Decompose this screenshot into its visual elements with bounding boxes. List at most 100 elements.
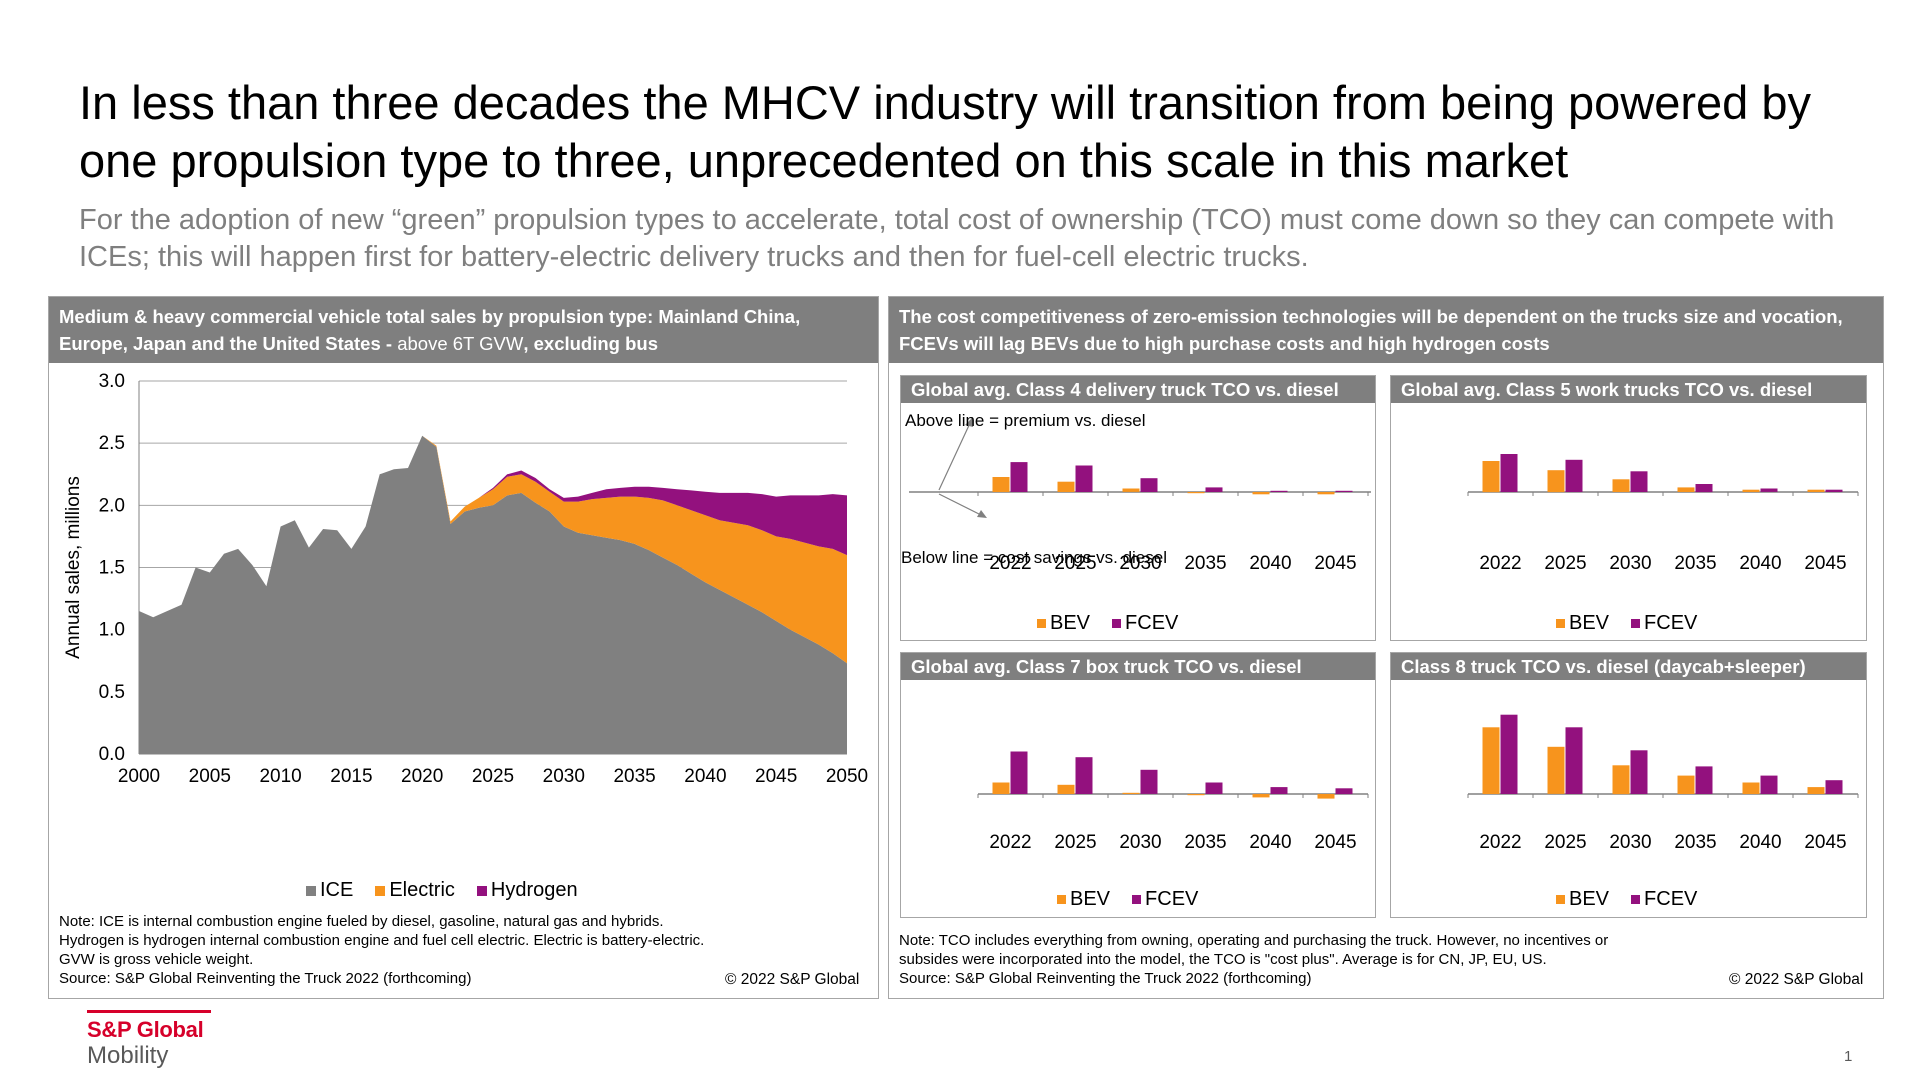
x-tick-label: 2040 (1739, 553, 1781, 574)
x-tick-label: 2015 (330, 766, 372, 787)
tco-chart-title: Global avg. Class 7 box truck TCO vs. di… (901, 653, 1375, 680)
arrow-down-head (977, 510, 987, 518)
left-note-line: Source: S&P Global Reinventing the Truck… (59, 970, 472, 987)
bar-bev (1742, 782, 1760, 794)
left-header-normal: above 6T GVW (397, 333, 524, 354)
tco-chart-svg: 2022 2025 2030 2035 2040 2045 (1467, 714, 1859, 853)
tco-legend: BEV FCEV (1057, 888, 1198, 911)
bar-fcev (1010, 462, 1028, 492)
x-tick-label: 2030 (1609, 553, 1651, 574)
bar-fcev (1825, 780, 1843, 794)
x-tick-label: 2045 (755, 766, 797, 787)
y-tick-label: 2.0 (99, 495, 125, 516)
page-number: 1 (1844, 1048, 1853, 1065)
bar-bev (1187, 794, 1205, 796)
x-tick-label: 2045 (1314, 832, 1356, 853)
legend-label-fcev: FCEV (1644, 612, 1698, 634)
bar-bev (1612, 765, 1630, 795)
bar-bev (1317, 492, 1335, 495)
y-tick-label: 3.0 (99, 371, 125, 392)
bar-bev (1187, 492, 1205, 494)
bar-fcev (1270, 490, 1288, 492)
tco-chart-class4: Global avg. Class 4 delivery truck TCO v… (900, 375, 1376, 641)
left-header-bold-1: Medium & heavy commercial vehicle total … (59, 306, 801, 354)
bar-bev (1482, 727, 1500, 794)
legend-label-bev: BEV (1569, 888, 1610, 910)
legend-fcev: FCEV (1631, 612, 1697, 635)
bar-fcev (1565, 459, 1583, 492)
x-tick-label: 2035 (613, 766, 655, 787)
area-series-electric (139, 435, 847, 664)
right-note-line: Note: TCO includes everything from ownin… (899, 932, 1609, 949)
bar-bev (1122, 792, 1140, 794)
tco-chart-svg: 2022 2025 2030 2035 2040 2045 (977, 751, 1369, 853)
left-panel-header: Medium & heavy commercial vehicle total … (49, 297, 878, 363)
x-tick-label: 2000 (118, 766, 160, 787)
right-chart-panel: The cost competitiveness of zero-emissio… (888, 296, 1884, 999)
legend-ice: ICE (306, 879, 353, 902)
legend-hydrogen: Hydrogen (476, 879, 578, 902)
right-note-line: Source: S&P Global Reinventing the Truck… (899, 970, 1312, 987)
bar-bev (1317, 794, 1335, 799)
legend-swatch-fcev (1631, 619, 1641, 628)
left-copyright: © 2022 S&P Global (725, 971, 860, 988)
x-tick-label: 2025 (472, 766, 514, 787)
bar-bev (992, 477, 1010, 492)
bar-bev (1677, 775, 1695, 794)
x-tick-label: 2040 (1739, 832, 1781, 853)
tco-chart-class7: Global avg. Class 7 box truck TCO vs. di… (900, 652, 1376, 918)
logo-bar (87, 1010, 211, 1013)
left-note-line: GVW is gross vehicle weight. (59, 951, 254, 968)
tco-chart-svg: 2022 2025 2030 2035 2040 2045 (1467, 454, 1859, 574)
x-tick-label: 2030 (543, 766, 585, 787)
x-tick-label: 2030 (1609, 832, 1651, 853)
bar-bev (1612, 479, 1630, 492)
tco-chart-class8: Class 8 truck TCO vs. diesel (daycab+sle… (1390, 652, 1867, 918)
left-note-line: Hydrogen is hydrogen internal combustion… (59, 932, 705, 949)
bar-fcev (1335, 490, 1353, 492)
bar-bev (1677, 487, 1695, 492)
bar-fcev (1010, 751, 1028, 794)
legend-label-electric: Electric (389, 879, 455, 901)
bar-fcev (1695, 484, 1713, 493)
legend-label-fcev: FCEV (1644, 888, 1698, 910)
legend-swatch-fcev (1112, 619, 1122, 628)
x-tick-label: 2035 (1674, 832, 1716, 853)
legend-bev: BEV (1556, 888, 1609, 911)
tco-chart-title: Global avg. Class 5 work trucks TCO vs. … (1391, 376, 1866, 403)
sp-global-logo: S&P Global Mobility (87, 1010, 211, 1070)
left-header-bold-2: , excluding bus (523, 333, 659, 354)
legend-swatch-bev (1057, 895, 1066, 904)
x-tick-label: 2045 (1804, 553, 1846, 574)
bar-fcev (1565, 727, 1583, 794)
arrow-up-line (938, 420, 972, 491)
page-subtitle: For the adoption of new “green” propulsi… (79, 204, 1835, 273)
annotation-below: Below line = cost savings vs. diesel (901, 548, 1167, 567)
y-tick-label: 1.5 (99, 558, 125, 579)
right-copyright: © 2022 S&P Global (1729, 971, 1864, 988)
bar-fcev (1695, 766, 1713, 794)
x-tick-label: 2022 (989, 553, 1031, 574)
x-tick-label: 2025 (1054, 832, 1096, 853)
legend-fcev: FCEV (1631, 888, 1697, 911)
right-note-line: subsides were incorporated into the mode… (899, 951, 1547, 968)
bar-bev (1482, 461, 1500, 493)
x-tick-label: 2045 (1314, 553, 1356, 574)
y-tick-label: 0.0 (99, 744, 125, 765)
tco-legend: BEV FCEV (1556, 888, 1697, 911)
legend-swatch-bev (1556, 619, 1565, 628)
bar-fcev (1630, 750, 1648, 794)
x-tick-label: 2022 (1479, 553, 1521, 574)
arrow-up-head (965, 417, 973, 427)
legend-swatch-hydrogen (476, 885, 487, 896)
bar-bev (1122, 488, 1140, 492)
x-tick-label: 2020 (401, 766, 443, 787)
x-tick-label: 2022 (1479, 832, 1521, 853)
legend-label-bev: BEV (1070, 888, 1111, 910)
legend-label-hydrogen: Hydrogen (490, 879, 578, 901)
legend-bev: BEV (1037, 612, 1090, 635)
legend-label-bev: BEV (1050, 612, 1091, 634)
bar-fcev (1205, 487, 1223, 492)
arrow-down-line (938, 493, 984, 517)
tco-chart-title: Global avg. Class 4 delivery truck TCO v… (901, 376, 1375, 403)
